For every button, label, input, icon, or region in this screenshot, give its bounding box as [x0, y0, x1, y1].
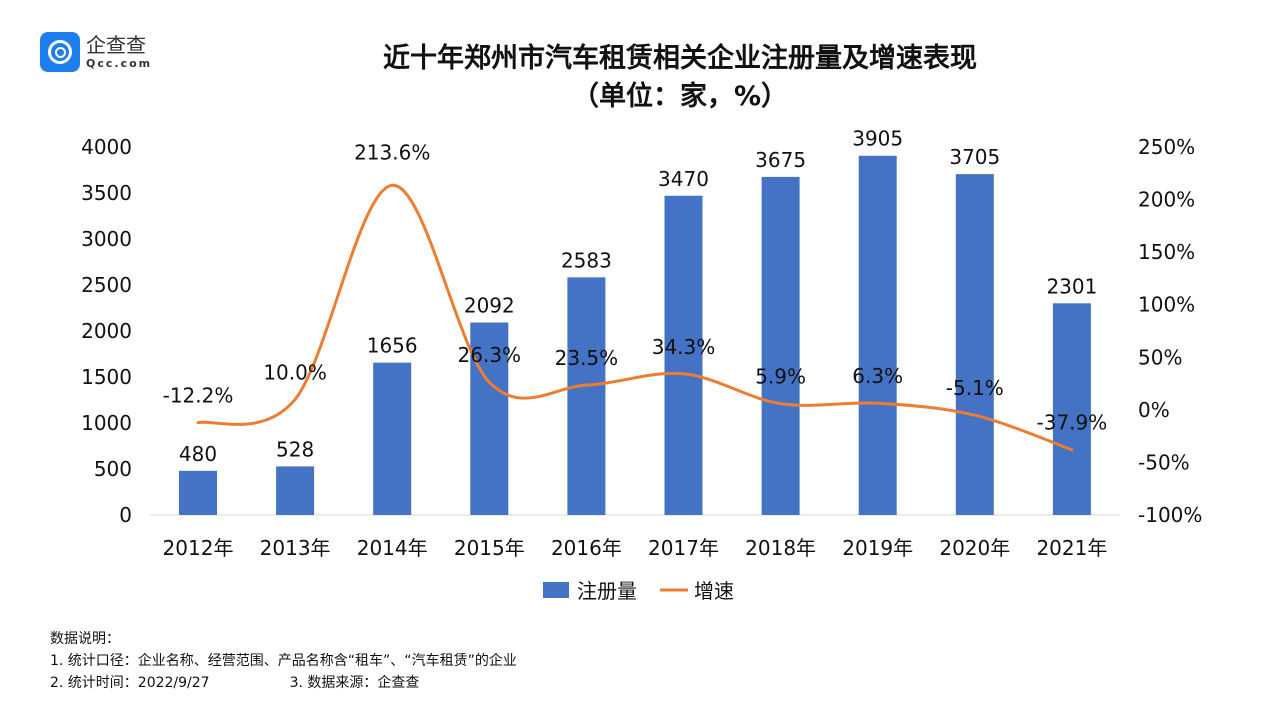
line-data-label: -5.1% [946, 376, 1004, 400]
legend-line-label: 增速 [694, 579, 734, 603]
data-notes: 数据说明： 1. 统计口径：企业名称、经营范围、产品名称含“租车”、“汽车租赁”… [50, 628, 517, 694]
logo-en: Qcc.com [86, 57, 153, 70]
y-left-tick-label: 1500 [81, 365, 132, 389]
bar-data-label: 3675 [755, 148, 806, 172]
bar [470, 322, 509, 515]
y-right-tick-label: -50% [1138, 450, 1190, 474]
line-data-label: -12.2% [163, 384, 234, 408]
line-data-label: 10.0% [263, 360, 327, 384]
line-data-label: 23.5% [555, 346, 619, 370]
line-data-label: -37.9% [1037, 411, 1108, 435]
qcc-logo: 企查查 Qcc.com [40, 32, 152, 72]
bar [1052, 303, 1091, 515]
chart-title-block: 近十年郑州市汽车租赁相关企业注册量及增速表现 （单位：家，%） [300, 40, 1060, 116]
x-tick-label: 2018年 [745, 536, 816, 560]
line-data-label: 6.3% [852, 364, 903, 388]
bar [567, 277, 606, 515]
chart-subtitle: （单位：家，%） [571, 81, 789, 112]
y-left-tick-label: 3500 [81, 181, 132, 205]
growth-line [196, 183, 1074, 452]
bar [955, 174, 994, 515]
line-data-label: 34.3% [652, 335, 716, 359]
bar-data-label: 1656 [367, 334, 418, 358]
bar-data-label: 3905 [852, 127, 903, 151]
bar [664, 195, 703, 515]
line-data-label: 26.3% [458, 343, 522, 367]
x-tick-label: 2014年 [357, 536, 428, 560]
y-right-tick-label: 150% [1138, 240, 1195, 264]
bar-data-label: 3705 [949, 145, 1000, 169]
y-right-tick-label: 0% [1138, 398, 1170, 422]
bar-data-label: 2583 [561, 248, 612, 272]
y-right-tick-label: -100% [1138, 503, 1202, 527]
bar [276, 466, 315, 515]
y-left-tick-label: 0 [119, 503, 132, 527]
x-tick-label: 2017年 [648, 536, 719, 560]
x-tick-label: 2016年 [551, 536, 622, 560]
line-data-label: 213.6% [354, 140, 430, 164]
y-right-tick-label: 250% [1138, 135, 1195, 159]
y-right-tick-label: 200% [1138, 188, 1195, 212]
y-left-tick-label: 3000 [81, 227, 132, 251]
y-left-tick-label: 2000 [81, 319, 132, 343]
bar-data-label: 3470 [658, 167, 709, 191]
bar [179, 470, 217, 515]
y-left-tick-label: 500 [94, 457, 132, 481]
bar-data-label: 2092 [464, 294, 515, 318]
logo-cn: 企查查 [86, 33, 146, 57]
y-left-tick-label: 4000 [81, 135, 132, 159]
bar-data-label: 480 [179, 442, 217, 466]
y-right-tick-label: 100% [1138, 293, 1195, 317]
x-tick-label: 2020年 [939, 536, 1010, 560]
line-data-label: 5.9% [755, 365, 806, 389]
notes-heading: 数据说明： [50, 631, 120, 647]
x-tick-label: 2019年 [842, 536, 913, 560]
x-tick-label: 2021年 [1036, 536, 1107, 560]
notes-time: 2. 统计时间：2022/9/27 [50, 675, 210, 691]
y-left-tick-label: 2500 [81, 273, 132, 297]
x-tick-label: 2015年 [454, 536, 525, 560]
qcc-logo-icon [40, 32, 80, 72]
x-tick-label: 2013年 [260, 536, 331, 560]
bar [761, 176, 800, 515]
bar-data-label: 528 [276, 437, 314, 461]
bar [373, 362, 412, 515]
notes-source: 3. 数据来源：企查查 [289, 675, 420, 691]
bar-data-label: 2301 [1046, 274, 1097, 298]
bar [858, 155, 897, 516]
legend-bar-label: 注册量 [577, 579, 637, 603]
legend-bar-swatch [543, 582, 569, 598]
x-tick-label: 2012年 [163, 536, 234, 560]
y-right-tick-label: 50% [1138, 345, 1182, 369]
notes-line1: 1. 统计口径：企业名称、经营范围、产品名称含“租车”、“汽车租赁”的企业 [50, 653, 517, 669]
y-left-tick-label: 1000 [81, 411, 132, 435]
chart-title: 近十年郑州市汽车租赁相关企业注册量及增速表现 [383, 43, 977, 74]
